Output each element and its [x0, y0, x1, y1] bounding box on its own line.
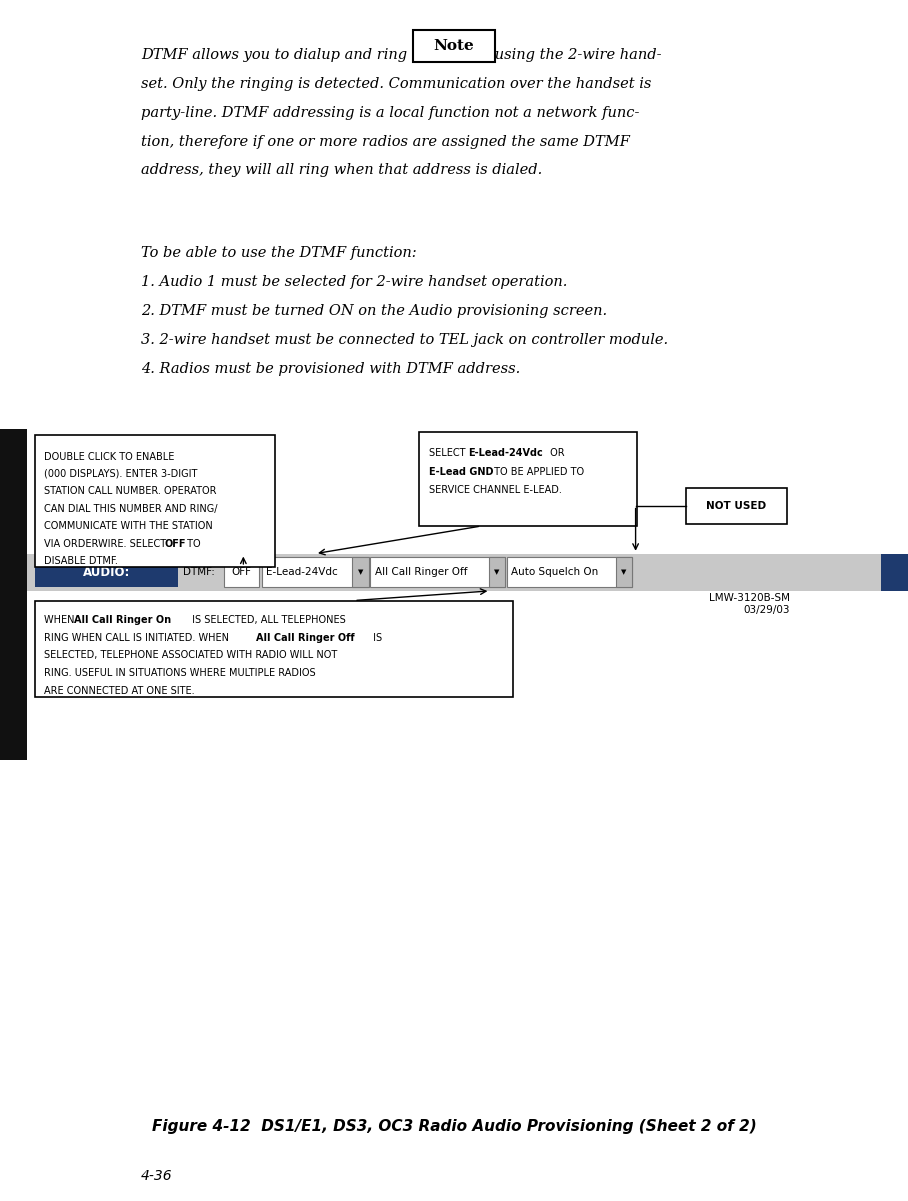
Text: tion, therefore if one or more radios are assigned the same DTMF: tion, therefore if one or more radios ar… [141, 135, 629, 149]
Text: address, they will all ring when that address is dialed.: address, they will all ring when that ad… [141, 163, 542, 178]
FancyBboxPatch shape [35, 600, 513, 697]
Text: (000 DISPLAYS). ENTER 3-DIGIT: (000 DISPLAYS). ENTER 3-DIGIT [44, 468, 197, 479]
Text: STATION CALL NUMBER. OPERATOR: STATION CALL NUMBER. OPERATOR [44, 486, 216, 496]
Text: ARE CONNECTED AT ONE SITE.: ARE CONNECTED AT ONE SITE. [44, 686, 194, 697]
Text: set. Only the ringing is detected. Communication over the handset is: set. Only the ringing is detected. Commu… [141, 77, 651, 91]
Bar [489, 557, 505, 587]
Text: OFF: OFF [164, 538, 186, 549]
Text: E-Lead GND: E-Lead GND [429, 466, 493, 477]
Bar [616, 557, 632, 587]
Text: 2. DTMF must be turned ON on the Audio provisioning screen.: 2. DTMF must be turned ON on the Audio p… [141, 304, 607, 318]
Text: TO: TO [184, 538, 201, 549]
FancyBboxPatch shape [35, 435, 275, 567]
Text: 3. 2-wire handset must be connected to TEL jack on controller module.: 3. 2-wire handset must be connected to T… [141, 333, 668, 347]
Bar [224, 557, 259, 587]
Bar [507, 557, 632, 587]
Bar [370, 557, 505, 587]
Text: DISABLE DTMF.: DISABLE DTMF. [44, 556, 117, 566]
Bar [0, 429, 27, 760]
Text: AUDIO:: AUDIO: [83, 566, 130, 579]
Text: To be able to use the DTMF function:: To be able to use the DTMF function: [141, 246, 417, 261]
Text: SELECTED, TELEPHONE ASSOCIATED WITH RADIO WILL NOT: SELECTED, TELEPHONE ASSOCIATED WITH RADI… [44, 651, 337, 661]
Text: DOUBLE CLICK TO ENABLE: DOUBLE CLICK TO ENABLE [44, 452, 174, 461]
Text: All Call Ringer Off: All Call Ringer Off [375, 567, 468, 578]
Text: ▼: ▼ [494, 569, 499, 575]
Text: LMW-3120B-SM
03/29/03: LMW-3120B-SM 03/29/03 [709, 593, 790, 615]
Text: SERVICE CHANNEL E-LEAD.: SERVICE CHANNEL E-LEAD. [429, 485, 561, 495]
Text: DTMF allows you to dialup and ring other sites using the 2-wire hand-: DTMF allows you to dialup and ring other… [141, 48, 661, 62]
Text: IS: IS [370, 633, 382, 643]
Text: NOT USED: NOT USED [706, 501, 766, 510]
Text: TO BE APPLIED TO: TO BE APPLIED TO [491, 466, 585, 477]
Text: WHEN: WHEN [44, 615, 77, 625]
Text: 4. Radios must be provisioned with DTMF address.: 4. Radios must be provisioned with DTMF … [141, 362, 520, 376]
Text: RING. USEFUL IN SITUATIONS WHERE MULTIPLE RADIOS: RING. USEFUL IN SITUATIONS WHERE MULTIPL… [44, 668, 315, 679]
Bar [352, 557, 369, 587]
Text: COMMUNICATE WITH THE STATION: COMMUNICATE WITH THE STATION [44, 521, 212, 531]
Text: 1. Audio 1 must be selected for 2-wire handset operation.: 1. Audio 1 must be selected for 2-wire h… [141, 275, 568, 289]
Bar [35, 557, 178, 587]
FancyBboxPatch shape [413, 30, 495, 62]
Text: ▼: ▼ [621, 569, 627, 575]
Bar [262, 557, 369, 587]
Bar [881, 554, 908, 591]
Text: 4-36: 4-36 [141, 1169, 173, 1183]
FancyBboxPatch shape [686, 488, 787, 524]
Bar [27, 554, 908, 591]
Text: CAN DIAL THIS NUMBER AND RING/: CAN DIAL THIS NUMBER AND RING/ [44, 504, 217, 514]
Text: SELECT: SELECT [429, 448, 469, 458]
Text: Note: Note [434, 40, 474, 53]
Text: DTMF:: DTMF: [183, 567, 215, 578]
Text: RING WHEN CALL IS INITIATED. WHEN: RING WHEN CALL IS INITIATED. WHEN [44, 633, 232, 643]
Text: OFF: OFF [232, 567, 252, 578]
FancyBboxPatch shape [419, 432, 637, 526]
Text: party-line. DTMF addressing is a local function not a network func-: party-line. DTMF addressing is a local f… [141, 106, 639, 120]
Text: All Call Ringer Off: All Call Ringer Off [256, 633, 355, 643]
Text: VIA ORDERWIRE. SELECT: VIA ORDERWIRE. SELECT [44, 538, 169, 549]
Text: E-Lead-24Vdc: E-Lead-24Vdc [469, 448, 543, 458]
Text: E-Lead-24Vdc: E-Lead-24Vdc [266, 567, 338, 578]
Text: Auto Squelch On: Auto Squelch On [511, 567, 598, 578]
Text: ▼: ▼ [358, 569, 363, 575]
Text: IS SELECTED, ALL TELEPHONES: IS SELECTED, ALL TELEPHONES [189, 615, 346, 625]
Text: All Call Ringer On: All Call Ringer On [74, 615, 172, 625]
Text: OR: OR [547, 448, 564, 458]
Text: Figure 4-12  DS1/E1, DS3, OC3 Radio Audio Provisioning (Sheet 2 of 2): Figure 4-12 DS1/E1, DS3, OC3 Radio Audio… [152, 1119, 756, 1134]
